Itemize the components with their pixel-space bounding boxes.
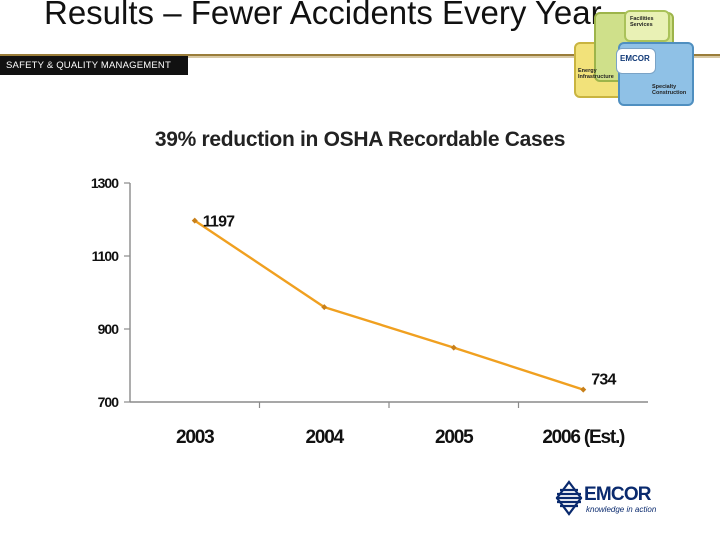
x-tick-label: 2005 <box>435 427 474 448</box>
data-point <box>450 344 457 351</box>
emcor-globe-icon <box>555 480 583 516</box>
x-tick-label: 2003 <box>176 427 214 448</box>
y-axis-ticks: 1300 1100 900 700 <box>91 175 130 410</box>
x-axis-ticks: 2003 2004 2005 2006 (Est.) <box>176 402 626 448</box>
data-point <box>580 386 587 393</box>
specialty-label: Specialty Construction <box>652 84 687 96</box>
series-line <box>194 219 584 391</box>
header-rule <box>0 54 720 56</box>
center-block <box>616 48 656 74</box>
data-labels: 1197 734 <box>203 214 617 389</box>
x-tick-label: 2004 <box>306 427 345 448</box>
division-logo-cluster: Facilities Services EMCOR Energy Infrast… <box>572 6 696 110</box>
energy-label: Energy Infrastructure <box>578 68 614 80</box>
y-tick-label: 1100 <box>92 248 120 264</box>
header-band <box>0 56 720 58</box>
emcor-logo: EMCOR knowledge in action <box>554 478 704 518</box>
y-tick-label: 900 <box>98 321 120 337</box>
data-label: 734 <box>591 372 616 389</box>
facilities-top-block <box>624 10 670 42</box>
data-point <box>191 217 198 224</box>
x-tick-label: 2006 (Est.) <box>542 427 625 448</box>
data-series <box>191 217 587 393</box>
center-label: EMCOR <box>620 54 650 63</box>
brand-tagline: knowledge in action <box>586 505 657 514</box>
slide-title: Results – Fewer Accidents Every Year <box>44 0 602 31</box>
chart-title: 39% reduction in OSHA Recordable Cases <box>154 128 566 151</box>
facilities-label: Facilities Services <box>630 16 654 28</box>
section-tag: SAFETY & QUALITY MANAGEMENT <box>0 56 188 75</box>
data-point <box>321 304 328 311</box>
data-label: 1197 <box>203 214 235 231</box>
y-tick-label: 700 <box>98 394 120 410</box>
brand-name: EMCOR <box>584 484 652 505</box>
y-tick-label: 1300 <box>91 175 119 191</box>
